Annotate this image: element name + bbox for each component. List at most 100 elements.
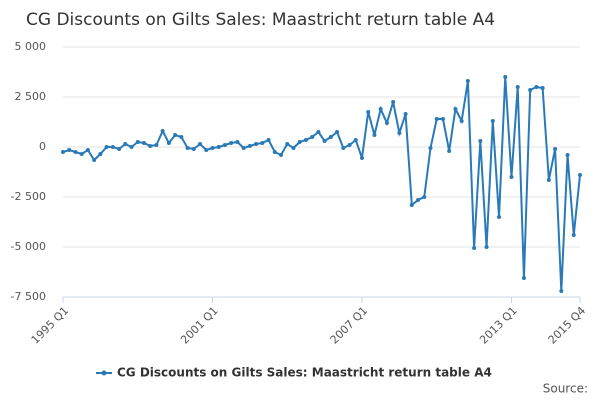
point: [291, 146, 296, 150]
point: [422, 195, 427, 199]
point: [135, 140, 140, 144]
point: [185, 146, 190, 150]
point: [409, 203, 414, 207]
point: [497, 215, 502, 219]
point: [117, 147, 122, 151]
x-tick-label: 2013 Q1: [477, 304, 520, 347]
y-tick-label: -5 000: [11, 240, 46, 253]
point: [534, 85, 539, 89]
legend-label: CG Discounts on Gilts Sales: Maastricht …: [117, 366, 492, 380]
point: [85, 148, 90, 152]
point: [260, 141, 265, 145]
x-tick-label: 2007 Q1: [328, 304, 371, 347]
point: [347, 143, 352, 147]
point: [546, 178, 551, 182]
point: [123, 142, 128, 146]
point: [403, 112, 408, 116]
y-tick-label: 2 500: [15, 90, 47, 103]
point: [272, 150, 277, 154]
x-tick-label: 2001 Q1: [178, 304, 221, 347]
point: [266, 138, 271, 142]
point: [148, 144, 153, 148]
point: [353, 138, 358, 142]
point: [484, 245, 489, 249]
point: [447, 149, 452, 153]
point: [104, 145, 109, 149]
point: [73, 150, 78, 154]
point: [391, 100, 396, 104]
point: [173, 133, 178, 137]
point: [160, 129, 165, 133]
point: [378, 107, 383, 111]
y-tick-label: 5 000: [15, 40, 47, 53]
x-tick-label: 2015 Q4: [546, 304, 589, 347]
point: [434, 117, 439, 121]
point: [198, 142, 203, 146]
point: [553, 147, 558, 151]
point: [503, 75, 508, 79]
point: [472, 246, 477, 250]
point: [191, 147, 196, 151]
point: [254, 142, 259, 146]
point: [478, 139, 483, 143]
point: [92, 158, 97, 162]
source: Source:: [543, 382, 588, 396]
point: [515, 85, 520, 89]
point: [141, 141, 146, 145]
point: [61, 150, 65, 154]
point: [67, 148, 72, 152]
point: [179, 135, 184, 139]
point: [459, 119, 464, 123]
point: [416, 198, 421, 202]
point: [565, 153, 570, 157]
point: [465, 79, 470, 83]
point: [366, 110, 371, 114]
point: [154, 143, 159, 147]
point: [384, 121, 389, 125]
legend-marker: [101, 370, 107, 376]
point: [521, 276, 526, 280]
point: [341, 146, 346, 150]
point: [540, 86, 545, 90]
x-tick-label: 1995 Q1: [29, 304, 72, 347]
point: [310, 135, 315, 139]
point: [79, 152, 84, 156]
point: [303, 138, 308, 142]
point: [397, 131, 402, 135]
point: [490, 119, 495, 123]
point: [229, 141, 234, 145]
point: [509, 175, 514, 179]
point: [166, 141, 171, 145]
point: [235, 140, 240, 144]
point: [316, 130, 321, 134]
y-tick-label: 0: [39, 140, 46, 153]
point: [571, 233, 576, 237]
point: [110, 145, 115, 149]
chart-title: CG Discounts on Gilts Sales: Maastricht …: [26, 10, 495, 30]
point: [285, 142, 290, 146]
point: [335, 130, 340, 134]
point: [216, 145, 221, 149]
point: [98, 152, 103, 156]
point: [440, 117, 445, 121]
point: [241, 146, 246, 150]
point: [210, 146, 215, 150]
point: [279, 153, 284, 157]
point: [322, 139, 327, 143]
point: [359, 156, 364, 160]
point: [372, 133, 377, 137]
point: [559, 289, 564, 293]
point: [428, 146, 433, 150]
point: [222, 143, 227, 147]
point: [297, 140, 302, 144]
y-tick-label: -2 500: [11, 190, 46, 203]
point: [328, 135, 333, 139]
y-tick-label: -7 500: [11, 290, 46, 303]
point: [129, 145, 134, 149]
point: [528, 88, 533, 92]
point: [453, 107, 458, 111]
point: [204, 148, 209, 152]
point: [247, 144, 252, 148]
point: [578, 173, 582, 177]
